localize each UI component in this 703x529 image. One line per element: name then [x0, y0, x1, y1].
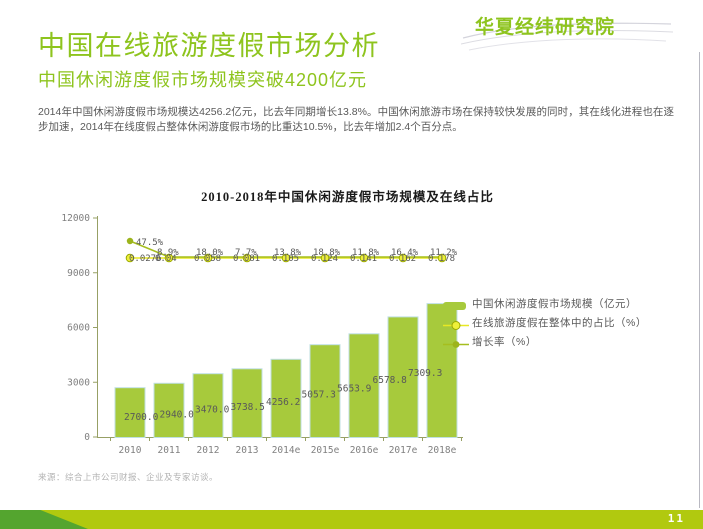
x-tick-label: 2016e — [350, 445, 379, 456]
bar-swatch-icon — [443, 301, 469, 316]
share-label: 0.105 — [272, 254, 299, 264]
share-label: 0.0276 — [129, 254, 162, 264]
x-tick-label: 2013 — [236, 445, 259, 456]
share-label: 0.058 — [194, 254, 221, 264]
bottom-bar: 11 — [0, 510, 703, 529]
y-tick-label: 9000 — [67, 268, 90, 279]
bar — [387, 316, 419, 438]
x-tick-label: 2018e — [428, 445, 457, 456]
page-number: 11 — [667, 512, 685, 525]
growth-marker — [126, 237, 134, 245]
share-marker — [125, 253, 135, 263]
source-note: 来源：综合上市公司财报、企业及专家访谈。 — [38, 472, 219, 482]
bar-value-label: 6578.8 — [373, 375, 408, 386]
logo-swoosh-icon — [461, 22, 674, 51]
legend-item-growth-rate: 增长率（%） — [443, 336, 668, 355]
x-tick-label: 2010 — [119, 445, 142, 456]
bar — [114, 387, 146, 439]
legend-item-online-share: 在线旅游度假在整体中的占比（%） — [443, 317, 668, 336]
share-marker — [437, 253, 447, 263]
bar-value-label: 2940.0 — [160, 410, 195, 421]
bar-value-label: 2700.0 — [124, 412, 159, 423]
share-label: 0.141 — [350, 254, 377, 264]
x-tick-label: 2012 — [197, 445, 220, 456]
growth-label: 13.8% — [274, 248, 302, 258]
share-label: 0.081 — [233, 254, 260, 264]
legend-item-market-size: 中国休闲游度假市场规模（亿元） — [443, 298, 668, 316]
chart-legend: 中国休闲游度假市场规模（亿元） 在线旅游度假在整体中的占比（%） 增长率（%） — [443, 298, 668, 356]
share-marker — [242, 253, 252, 263]
share-marker — [359, 253, 369, 263]
growth-label: 18.8% — [313, 248, 341, 258]
bar — [309, 344, 341, 439]
x-tick-label: 2014e — [272, 445, 301, 456]
bar-value-label: 7309.3 — [408, 368, 442, 379]
growth-label: 16.4% — [391, 248, 419, 258]
share-label: 0.162 — [389, 254, 416, 264]
x-tick-label: 2015e — [311, 445, 340, 456]
bar-value-label: 5653.9 — [337, 384, 372, 395]
legend-label: 增长率（%） — [472, 336, 537, 348]
share-marker — [281, 253, 291, 263]
growth-label: 11.2% — [430, 248, 458, 258]
growth-label: 47.5% — [136, 238, 164, 248]
bar-value-label: 3470.0 — [195, 405, 230, 416]
bar — [270, 358, 302, 438]
bar — [192, 373, 224, 439]
bar-value-label: 4256.2 — [266, 397, 300, 408]
chart-title: 2010-2018年中国休闲游度假市场规模及在线占比 — [201, 190, 494, 204]
x-tick-label: 2017e — [389, 445, 418, 456]
y-tick-label: 0 — [84, 432, 90, 443]
share-label: 0.124 — [311, 254, 338, 264]
growth-label: 11.8% — [352, 248, 380, 258]
x-tick-label: 2011 — [158, 445, 181, 456]
y-tick-label: 6000 — [67, 323, 90, 334]
line-dot-marker-icon — [443, 339, 469, 355]
logo-text: 华夏经纬研究院 — [475, 17, 616, 38]
growth-label: 8.9% — [157, 248, 179, 258]
growth-label: 18.0% — [196, 248, 224, 258]
legend-label: 在线旅游度假在整体中的占比（%） — [472, 316, 647, 329]
bar — [348, 333, 380, 438]
share-marker — [320, 253, 330, 263]
bar — [231, 368, 263, 438]
share-label: 0.04 — [155, 254, 177, 264]
growth-label: 7.7% — [235, 248, 257, 258]
logo: 华夏经纬研究院 — [461, 12, 674, 52]
share-marker — [164, 253, 174, 263]
body-paragraph: 2014年中国休闲游度假市场规模达4256.2亿元，比去年同期增长13.8%。中… — [38, 106, 674, 133]
share-label: 0.178 — [428, 254, 455, 264]
page-right-border — [699, 52, 700, 508]
share-marker — [398, 253, 408, 263]
page-title: 中国在线旅游度假市场分析 — [38, 31, 380, 61]
bottom-bar-accent — [0, 510, 88, 529]
share-marker — [203, 253, 213, 263]
page-subtitle: 中国休闲游度假市场规模突破4200亿元 — [38, 70, 368, 90]
line-circle-marker-icon — [443, 320, 469, 336]
legend-label: 中国休闲游度假市场规模（亿元） — [472, 298, 637, 310]
y-tick-label: 12000 — [61, 213, 90, 224]
bar-value-label: 5057.3 — [302, 389, 336, 400]
bar — [153, 382, 185, 438]
y-tick-label: 3000 — [67, 377, 90, 388]
bar-value-label: 3738.5 — [231, 402, 265, 413]
